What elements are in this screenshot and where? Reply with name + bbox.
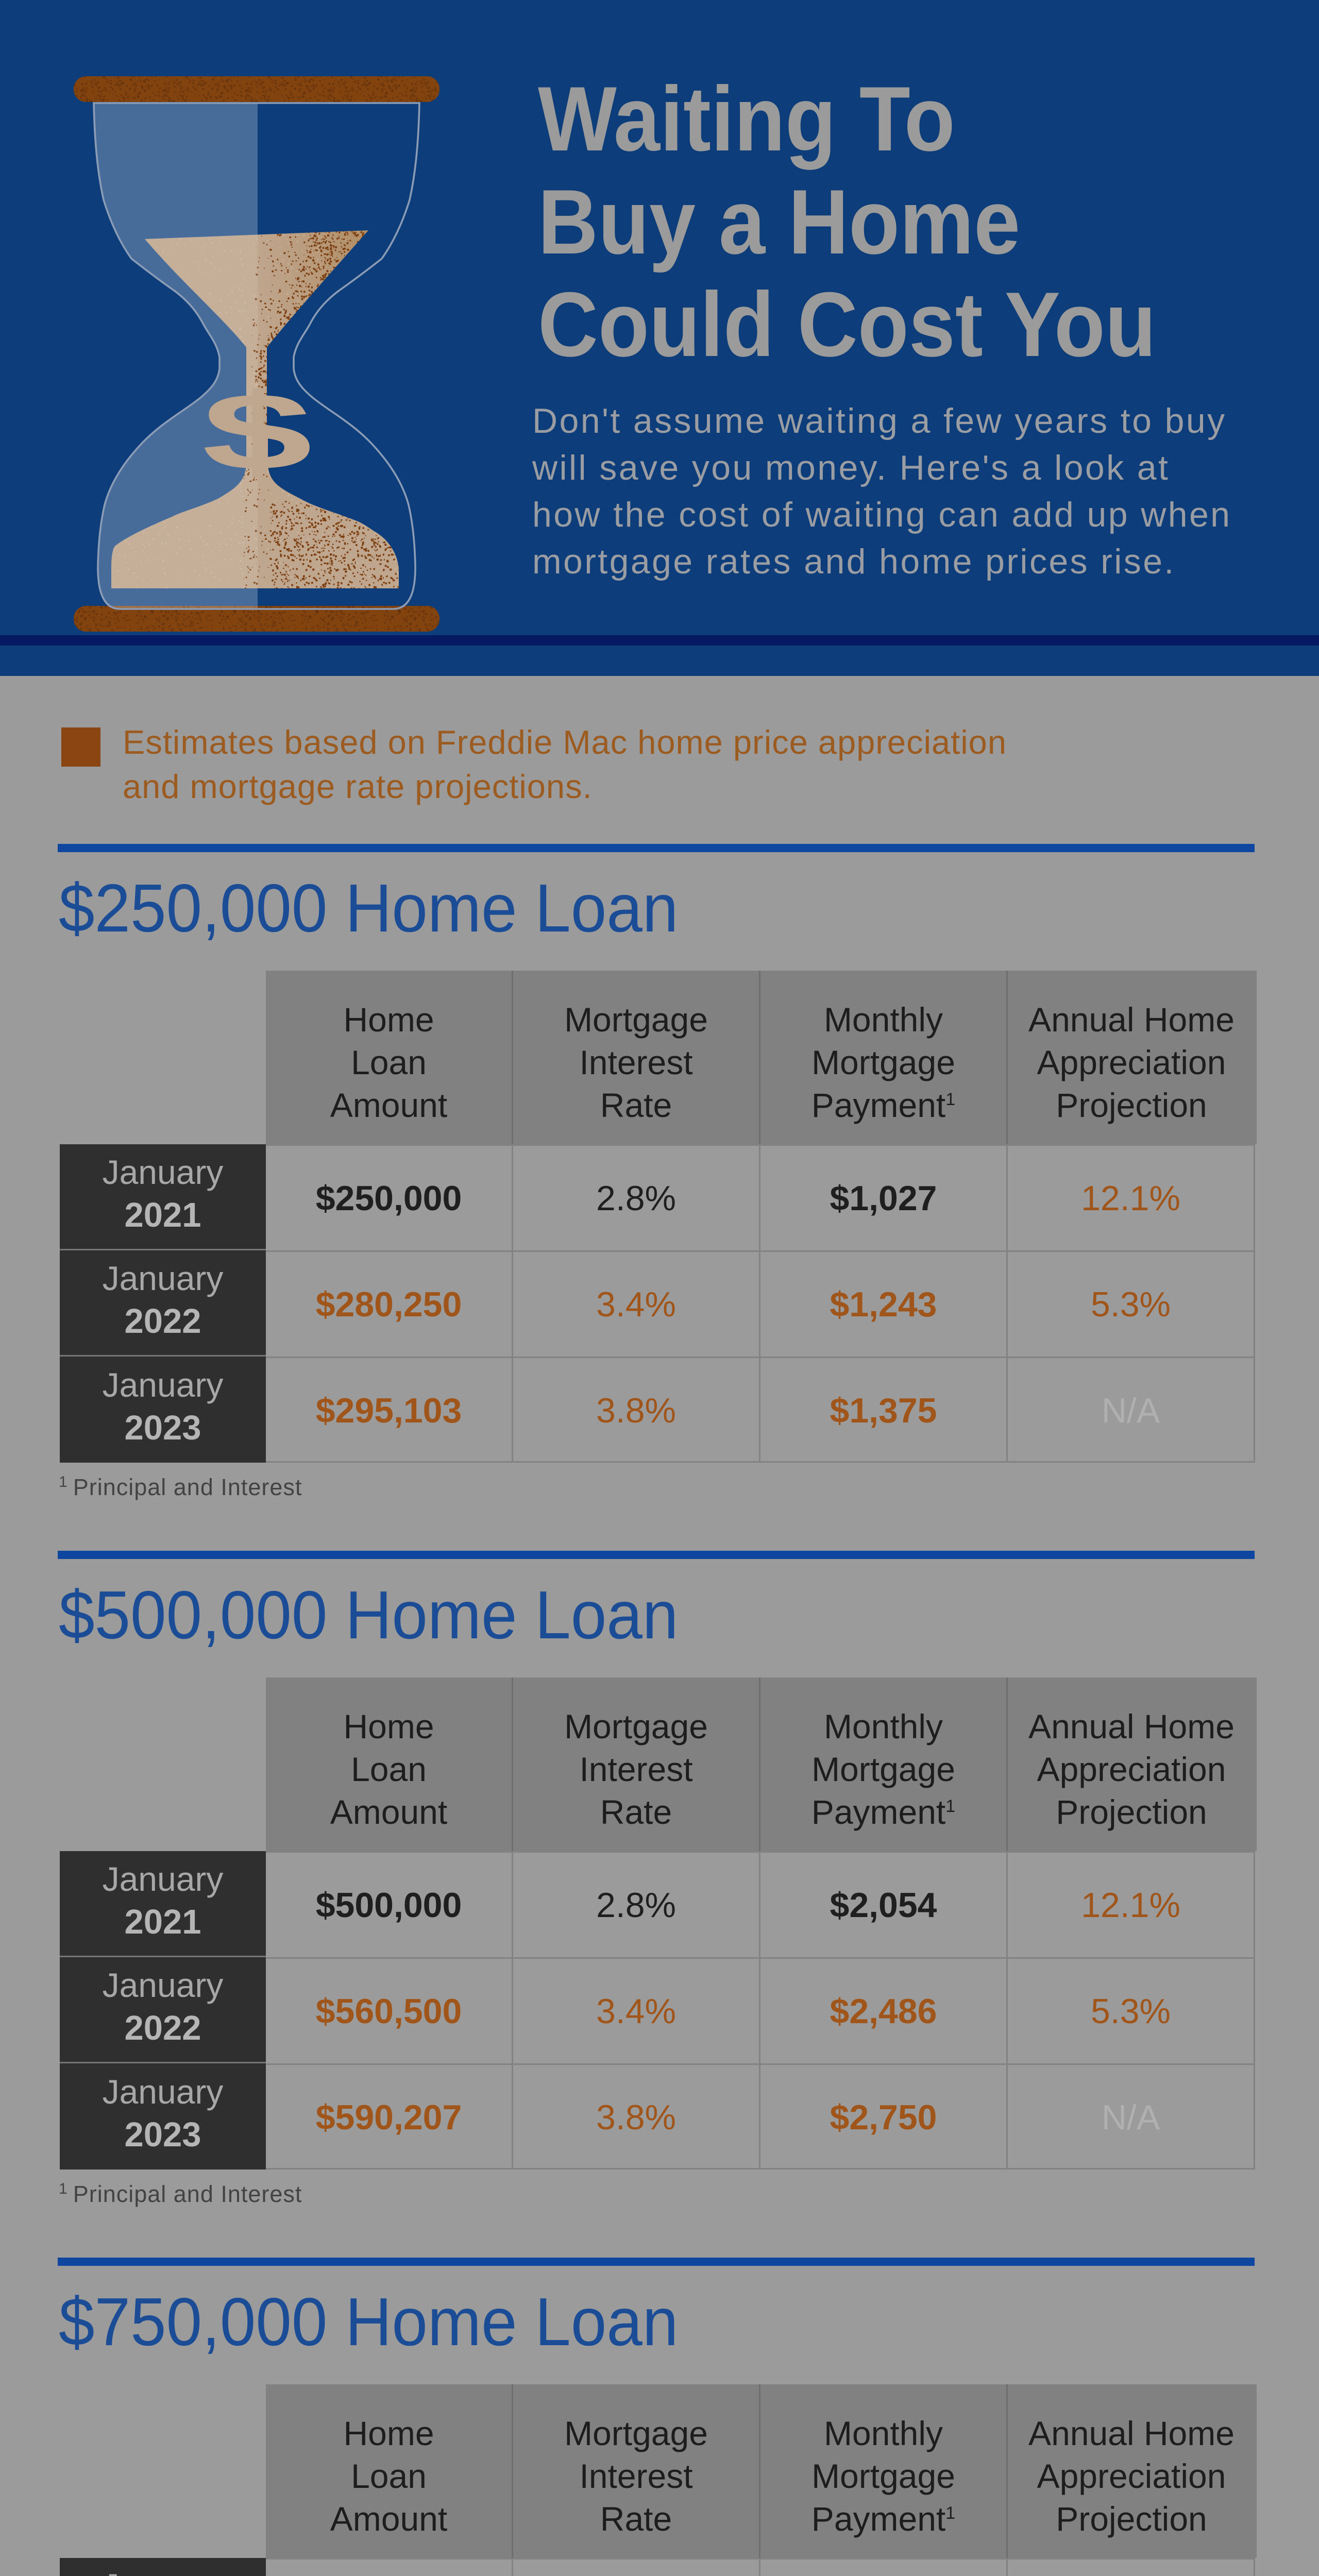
- svg-text:$: $: [202, 370, 313, 493]
